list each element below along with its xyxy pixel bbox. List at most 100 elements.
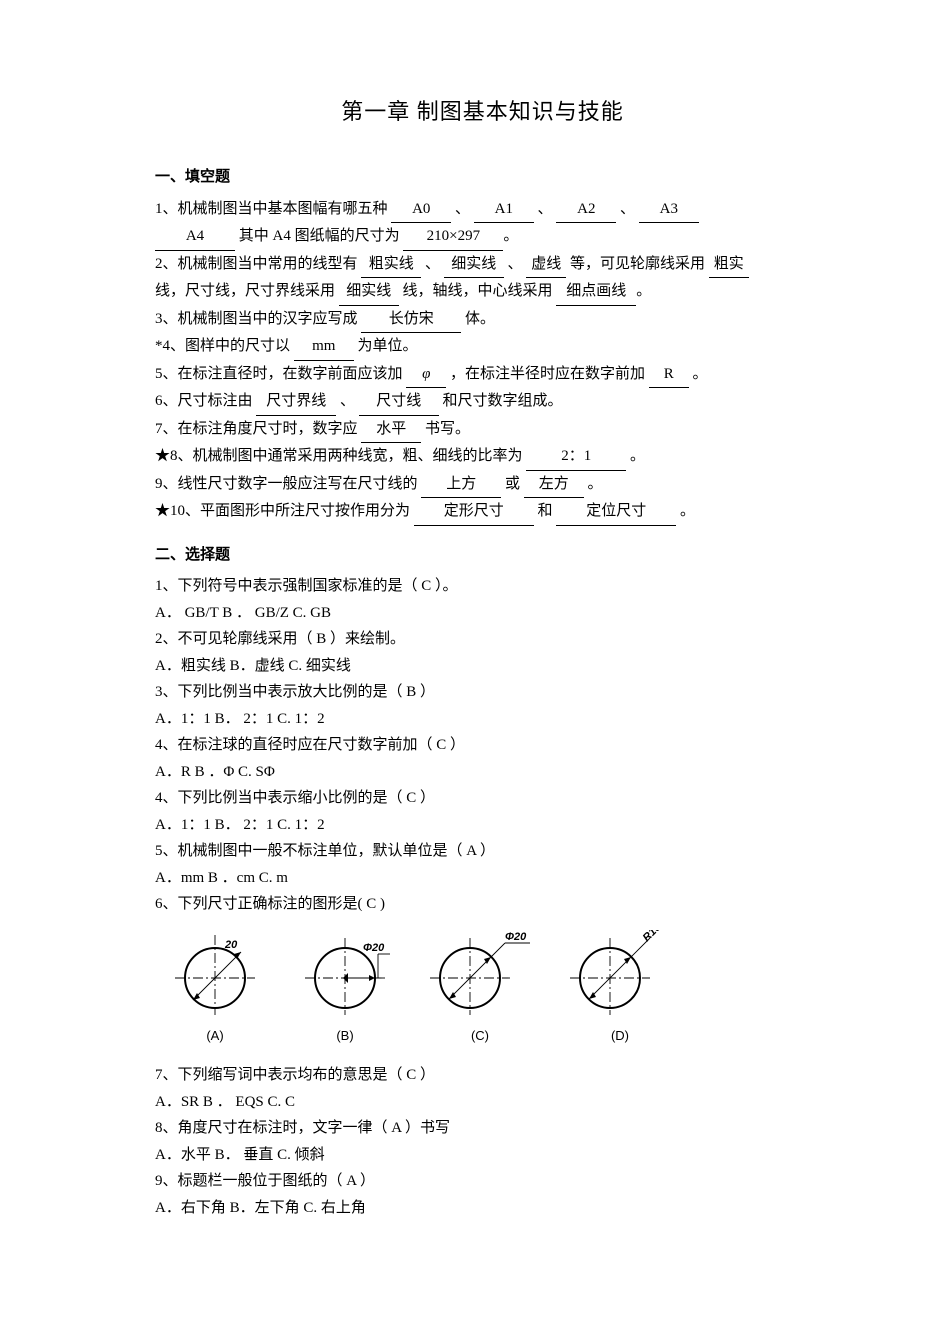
blank: 尺寸线 — [359, 389, 439, 416]
blank: 长仿宋 — [361, 307, 461, 334]
text: 1、机械制图当中基本图幅有哪五种 — [155, 201, 388, 217]
blank: mm — [294, 334, 354, 361]
text: 。 — [680, 503, 695, 519]
s2-q4b: 4、下列比例当中表示缩小比例的是（ C ） — [155, 786, 810, 812]
s1-q2-line1: 2、机械制图当中常用的线型有 粗实线 、 细实线 、 虚线 等，可见轮廓线采用 … — [155, 252, 810, 279]
text: 。 — [636, 283, 651, 299]
blank: 细点画线 — [556, 279, 636, 306]
blank-a3: A3 — [639, 197, 699, 224]
s2-q9-opts: A．右下角 B．左下角 C. 右上角 — [155, 1196, 810, 1222]
blank-a0: A0 — [391, 197, 451, 224]
s1-q3: 3、机械制图当中的汉字应写成 长仿宋 体。 — [155, 307, 810, 334]
s1-q4: *4、图样中的尺寸以 mm 为单位。 — [155, 334, 810, 361]
s2-q5: 5、机械制图中一般不标注单位，默认单位是（ A ） — [155, 839, 810, 865]
blank: 细实线 — [444, 252, 504, 279]
blank: 水平 — [361, 417, 421, 444]
text: 2、机械制图当中常用的线型有 — [155, 256, 358, 272]
text: 3、机械制图当中的汉字应写成 — [155, 311, 358, 327]
blank: R — [649, 362, 689, 389]
s2-q3-opts: A．1：1 B． 2：1 C. 1：2 — [155, 707, 810, 733]
dim-text: 20 — [224, 939, 238, 951]
text: 或 — [505, 476, 520, 492]
blank: 细实线 — [339, 279, 399, 306]
text: 体。 — [465, 311, 495, 327]
s1-q10: ★10、平面图形中所注尺寸按作用分为 定形尺寸 和 定位尺寸 。 — [155, 499, 810, 526]
blank: 虚线 — [526, 252, 566, 279]
text: 其中 A4 图纸幅的尺寸为 — [239, 228, 400, 244]
blank-a1: A1 — [474, 197, 534, 224]
s1-q8: ★8、机械制图中通常采用两种线宽，粗、细线的比率为 2：1 。 — [155, 444, 810, 471]
figure-c: Φ20 (C) — [425, 930, 535, 1046]
figure-b-svg: Φ20 — [295, 930, 395, 1020]
blank: 定位尺寸 — [556, 499, 676, 526]
s1-q2-line2: 线，尺寸线，尺寸界线采用 细实线 线，轴线，中心线采用 细点画线。 — [155, 279, 810, 306]
s1-q9: 9、线性尺寸数字一般应注写在尺寸线的 上方 或 左方 。 — [155, 472, 810, 499]
blank: 定形尺寸 — [414, 499, 534, 526]
s2-q3: 3、下列比例当中表示放大比例的是（ B ） — [155, 680, 810, 706]
text: ★10、平面图形中所注尺寸按作用分为 — [155, 503, 410, 519]
text: 等，可见轮廓线采用 — [570, 256, 705, 272]
text: ★8、机械制图中通常采用两种线宽，粗、细线的比率为 — [155, 448, 523, 464]
text: 7、在标注角度尺寸时，数字应 — [155, 421, 358, 437]
section2-heading: 二、选择题 — [155, 544, 810, 567]
blank-a2: A2 — [556, 197, 616, 224]
s1-q7: 7、在标注角度尺寸时，数字应 水平 书写。 — [155, 417, 810, 444]
figure-b: Φ20 (B) — [295, 930, 395, 1046]
blank-size: 210×297 — [403, 224, 503, 251]
text: 和尺寸数字组成。 — [443, 393, 563, 409]
s2-q2: 2、不可见轮廓线采用（ B ）来绘制。 — [155, 627, 810, 653]
figure-d-label: (D) — [611, 1026, 629, 1046]
section1-heading: 一、填空题 — [155, 166, 810, 189]
text: 线，轴线，中心线采用 — [403, 283, 553, 299]
s2-q7: 7、下列缩写词中表示均布的意思是（ C ） — [155, 1063, 810, 1089]
figure-a-label: (A) — [206, 1026, 223, 1046]
text: ，尺寸线，尺寸界线采用 — [170, 283, 335, 299]
s2-q4b-opts: A．1：1 B． 2：1 C. 1：2 — [155, 813, 810, 839]
figure-d: R10 (D) — [565, 930, 675, 1046]
text: 线 — [155, 283, 170, 299]
s1-q5: 5、在标注直径时，在数字前面应该加 φ ，在标注半径时应在数字前加 R 。 — [155, 362, 810, 389]
blank: 尺寸界线 — [256, 389, 336, 416]
s2-q4: 4、在标注球的直径时应在尺寸数字前加（ C ） — [155, 733, 810, 759]
s2-q2-opts: A．粗实线 B．虚线 C. 细实线 — [155, 654, 810, 680]
s2-q5-opts: A．mm B ．cm C. m — [155, 866, 810, 892]
blank: 粗实线 — [361, 252, 421, 279]
text: ，在标注半径时应在数字前加 — [450, 366, 645, 382]
text: 和 — [538, 503, 553, 519]
s1-q1-line1: 1、机械制图当中基本图幅有哪五种 A0 、 A1 、 A2 、 A3 — [155, 197, 810, 224]
figure-c-svg: Φ20 — [425, 930, 535, 1020]
s2-q9: 9、标题栏一般位于图纸的（ A ） — [155, 1169, 810, 1195]
text: 为单位。 — [358, 338, 418, 354]
s2-q4-opts: A．R B ．Φ C. SΦ — [155, 760, 810, 786]
blank: 左方 — [524, 472, 584, 499]
s2-q7-opts: A．SR B ． EQS C. C — [155, 1090, 810, 1116]
text: 、 — [425, 256, 440, 272]
text: 6、尺寸标注由 — [155, 393, 253, 409]
s1-q6: 6、尺寸标注由 尺寸界线 、 尺寸线 和尺寸数字组成。 — [155, 389, 810, 416]
s2-q6: 6、下列尺寸正确标注的图形是( C ) — [155, 892, 810, 918]
figure-a: 20 (A) — [165, 930, 265, 1046]
text: 书写。 — [425, 421, 470, 437]
text: 。 — [693, 366, 708, 382]
dim-text: Φ20 — [505, 931, 527, 943]
dim-text: Φ20 — [363, 942, 385, 954]
blank: 2：1 — [526, 444, 626, 471]
blank: 上方 — [421, 472, 501, 499]
blank: 粗实 — [709, 252, 749, 279]
blank-a4: A4 — [155, 224, 235, 251]
blank: φ — [406, 362, 446, 389]
text: *4、图样中的尺寸以 — [155, 338, 290, 354]
text: 。 — [630, 448, 645, 464]
text: 、 — [340, 393, 355, 409]
s2-q8-opts: A．水平 B． 垂直 C. 倾斜 — [155, 1143, 810, 1169]
text: 9、线性尺寸数字一般应注写在尺寸线的 — [155, 476, 418, 492]
s2-q1: 1、下列符号中表示强制国家标准的是（ C ）。 — [155, 574, 810, 600]
dim-text: R10 — [641, 930, 664, 944]
text: 、 — [508, 256, 523, 272]
text: 5、在标注直径时，在数字前面应该加 — [155, 366, 403, 382]
page-title: 第一章 制图基本知识与技能 — [155, 95, 810, 128]
figures-row: 20 (A) Φ20 (B) — [165, 930, 810, 1046]
figure-d-svg: R10 — [565, 930, 675, 1020]
figure-c-label: (C) — [471, 1026, 489, 1046]
s2-q1-opts: A． GB/T B ． GB/Z C. GB — [155, 601, 810, 627]
